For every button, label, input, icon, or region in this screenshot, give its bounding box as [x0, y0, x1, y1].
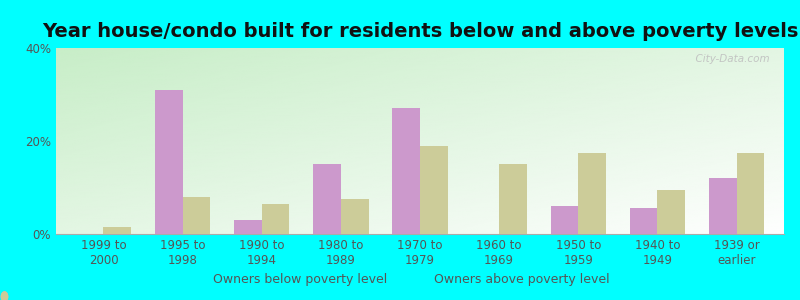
Bar [155, 90, 182, 234]
Bar [658, 190, 685, 234]
Bar [182, 197, 210, 234]
Bar [420, 146, 448, 234]
Bar [578, 153, 606, 234]
Text: City-Data.com: City-Data.com [689, 54, 770, 64]
Bar [550, 206, 578, 234]
Bar [499, 164, 527, 234]
Bar [737, 153, 764, 234]
Bar [392, 108, 420, 234]
Bar [341, 199, 369, 234]
Bar [709, 178, 737, 234]
Bar [630, 208, 658, 234]
Bar [262, 204, 290, 234]
Bar [103, 227, 131, 234]
Bar [313, 164, 341, 234]
Bar [234, 220, 262, 234]
Legend: Owners below poverty level, Owners above poverty level: Owners below poverty level, Owners above… [185, 268, 615, 291]
Title: Year house/condo built for residents below and above poverty levels: Year house/condo built for residents bel… [42, 22, 798, 41]
